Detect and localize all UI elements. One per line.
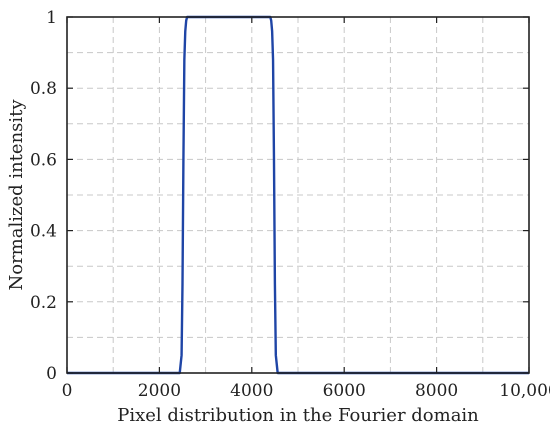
x-tick-label: 8000 (415, 381, 458, 401)
x-tick-label: 10,000 (499, 381, 550, 401)
x-axis-label: Pixel distribution in the Fourier domain (117, 405, 479, 426)
axis-ticks (66, 16, 530, 374)
y-tick-label: 0.4 (30, 222, 57, 242)
y-tick-label: 0 (46, 364, 57, 384)
x-tick-labels: 0 2000 4000 6000 8000 10,000 (62, 381, 550, 401)
grid-lines (67, 17, 529, 373)
y-tick-labels: 0 0.2 0.4 0.6 0.8 1 (30, 8, 57, 384)
x-tick-label: 2000 (138, 381, 181, 401)
y-tick-label: 1 (46, 8, 57, 28)
x-tick-label: 6000 (323, 381, 366, 401)
y-axis-label: Normalized intensity (6, 99, 27, 291)
y-tick-label: 0.8 (30, 79, 57, 99)
x-tick-label: 4000 (230, 381, 273, 401)
y-tick-label: 0.2 (30, 293, 57, 313)
x-tick-label: 0 (62, 381, 73, 401)
y-tick-label: 0.6 (30, 150, 57, 170)
plot-frame (66, 16, 530, 374)
